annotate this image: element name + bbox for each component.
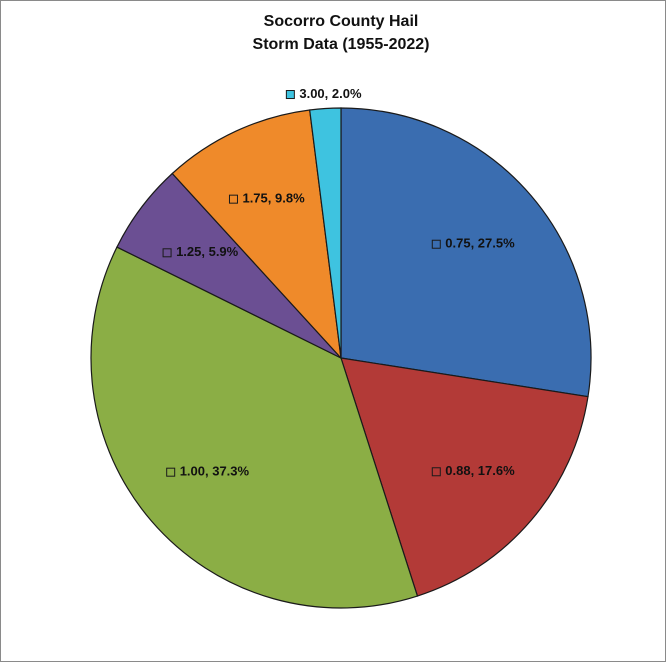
chart-title: Socorro County Hail	[264, 13, 419, 30]
data-label: 1.75, 9.8%	[242, 191, 305, 206]
legend-key	[285, 90, 295, 100]
pie-slice	[90, 246, 419, 609]
legend-key	[431, 239, 441, 249]
chart-title: Storm Data (1955-2022)	[253, 36, 430, 53]
data-label: 1.25, 5.9%	[176, 244, 239, 259]
legend-key	[228, 194, 238, 204]
pie-slice	[171, 109, 342, 360]
legend-key	[431, 467, 441, 477]
data-label: 3.00, 2.0%	[299, 86, 362, 101]
pie-slice	[309, 107, 342, 359]
legend-key	[162, 248, 172, 258]
legend-key	[166, 467, 176, 477]
data-label: 0.88, 17.6%	[445, 463, 515, 478]
pie-slice	[340, 357, 589, 597]
data-label: 0.75, 27.5%	[445, 236, 515, 251]
pie-slice	[340, 107, 592, 398]
data-label: 1.00, 37.3%	[180, 464, 250, 479]
